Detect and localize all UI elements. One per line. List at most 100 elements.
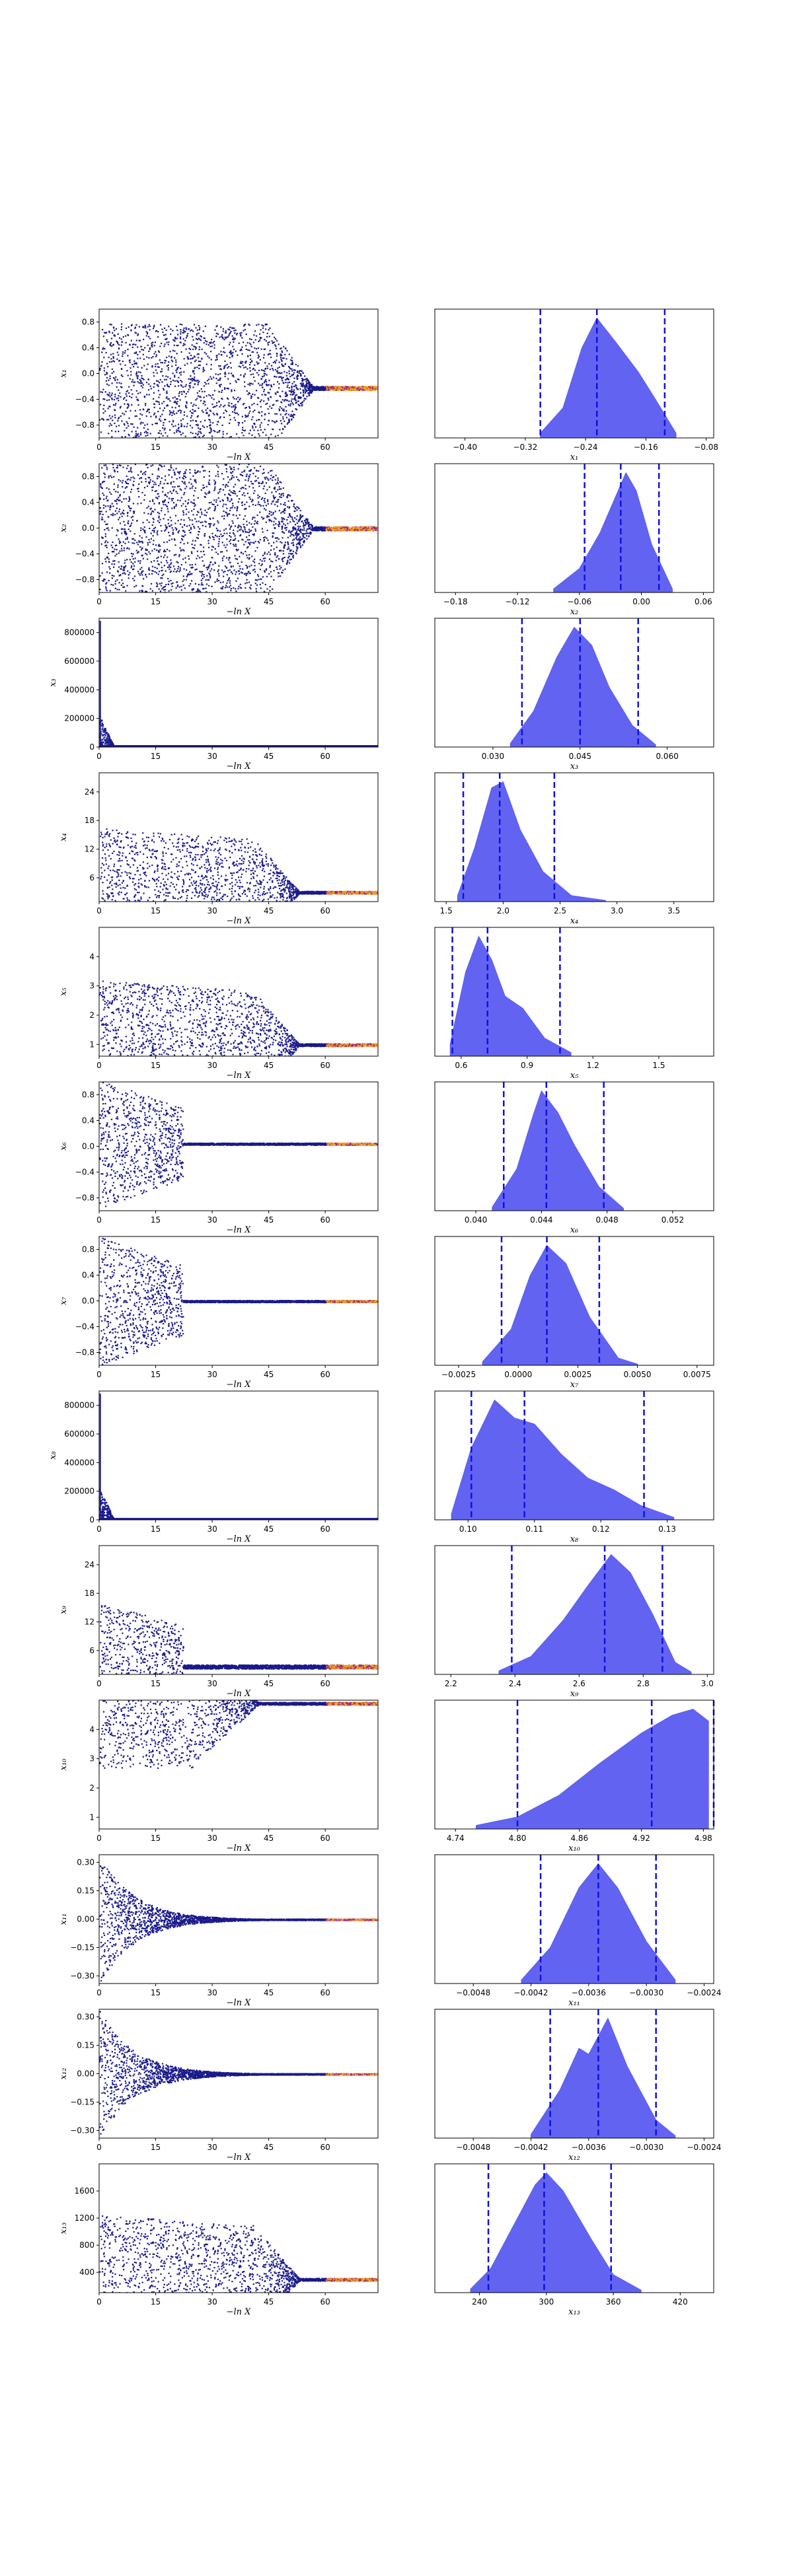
trace-point xyxy=(185,327,187,329)
trace-point xyxy=(185,337,188,339)
trace-point xyxy=(320,529,322,531)
trace-point xyxy=(283,425,285,427)
trace-point xyxy=(151,366,153,368)
trace-point xyxy=(272,428,274,431)
trace-point xyxy=(354,527,356,529)
trace-point xyxy=(231,373,233,375)
trace-point xyxy=(282,511,285,513)
trace-point xyxy=(111,397,113,400)
trace-point xyxy=(260,587,262,589)
trace-point xyxy=(162,435,164,437)
trace-point xyxy=(208,546,210,548)
trace-point xyxy=(204,340,207,342)
trace-point xyxy=(157,520,159,522)
trace-point xyxy=(268,399,270,401)
trace-point xyxy=(123,413,126,415)
trace-point xyxy=(180,419,182,421)
trace-point xyxy=(301,379,303,382)
trace-point xyxy=(326,387,328,389)
trace-point xyxy=(137,487,139,490)
trace-point xyxy=(145,331,147,333)
trace-point xyxy=(318,530,320,532)
trace-point xyxy=(118,354,120,356)
trace-point xyxy=(255,470,258,472)
trace-point xyxy=(170,562,172,564)
trace-point xyxy=(292,529,294,531)
trace-point xyxy=(296,522,298,524)
trace-point xyxy=(260,422,262,424)
trace-point xyxy=(301,371,303,373)
trace-point xyxy=(295,536,298,538)
trace-point xyxy=(302,535,304,537)
trace-point xyxy=(235,412,237,414)
trace-point xyxy=(192,589,194,590)
trace-point xyxy=(120,480,122,482)
trace-point xyxy=(245,564,247,567)
trace-point xyxy=(179,391,181,393)
trace-point xyxy=(241,337,243,339)
trace-point xyxy=(172,373,174,375)
trace-point xyxy=(106,557,108,559)
trace-point xyxy=(127,375,129,376)
trace-point xyxy=(257,575,260,577)
trace-point xyxy=(282,550,284,552)
trace-point xyxy=(113,575,115,577)
trace-point xyxy=(227,569,229,572)
trace-point xyxy=(273,548,275,550)
trace-point xyxy=(258,374,260,376)
trace-point xyxy=(119,495,121,497)
trace-point xyxy=(103,332,106,334)
trace-point xyxy=(159,382,161,384)
trace-point xyxy=(285,378,287,380)
trace-point xyxy=(288,418,290,420)
trace-point xyxy=(191,564,193,566)
trace-point xyxy=(145,381,148,384)
trace-point xyxy=(146,549,149,551)
trace-point xyxy=(237,562,239,565)
trace-point xyxy=(304,375,306,377)
trace-point xyxy=(217,569,219,571)
trace-point xyxy=(137,544,139,546)
trace-point xyxy=(146,410,148,413)
trace-point xyxy=(160,433,163,435)
trace-point xyxy=(234,338,236,340)
trace-point xyxy=(331,528,334,530)
trace-point xyxy=(137,375,139,377)
trace-point xyxy=(198,511,200,513)
trace-point xyxy=(110,506,112,508)
trace-point xyxy=(130,410,132,412)
trace-point xyxy=(263,388,266,391)
trace-point xyxy=(246,579,248,581)
trace-point xyxy=(108,425,110,427)
trace-point xyxy=(225,483,228,485)
trace-point xyxy=(135,351,137,353)
trace-point xyxy=(282,569,284,571)
trace-point xyxy=(296,506,298,508)
trace-point xyxy=(208,415,209,417)
trace-point xyxy=(306,532,308,534)
trace-point xyxy=(191,487,193,489)
trace-point xyxy=(222,534,224,537)
panel-row-x1: 0 15 30 45 600.80.40.0−0.4−0.8−ln Xx₁−0.40 −0… xyxy=(59,308,718,462)
trace-point xyxy=(184,587,186,589)
trace-point xyxy=(179,447,180,448)
trace-point xyxy=(251,419,253,421)
trace-point xyxy=(197,379,199,381)
trace-point xyxy=(160,420,162,422)
trace-point xyxy=(241,421,244,424)
trace-point xyxy=(347,388,349,390)
trace-point xyxy=(121,436,123,438)
trace-point xyxy=(258,482,260,484)
trace-point xyxy=(233,533,235,535)
trace-point xyxy=(281,372,283,374)
trace-point xyxy=(129,359,131,361)
trace-point xyxy=(219,368,221,370)
trace-point xyxy=(185,469,187,471)
trace-point xyxy=(223,575,225,577)
trace-point xyxy=(165,559,168,561)
trace-point xyxy=(163,439,165,440)
trace-point xyxy=(143,408,145,411)
trace-point xyxy=(217,440,219,441)
trace-point xyxy=(162,587,164,589)
trace-point xyxy=(110,338,113,340)
